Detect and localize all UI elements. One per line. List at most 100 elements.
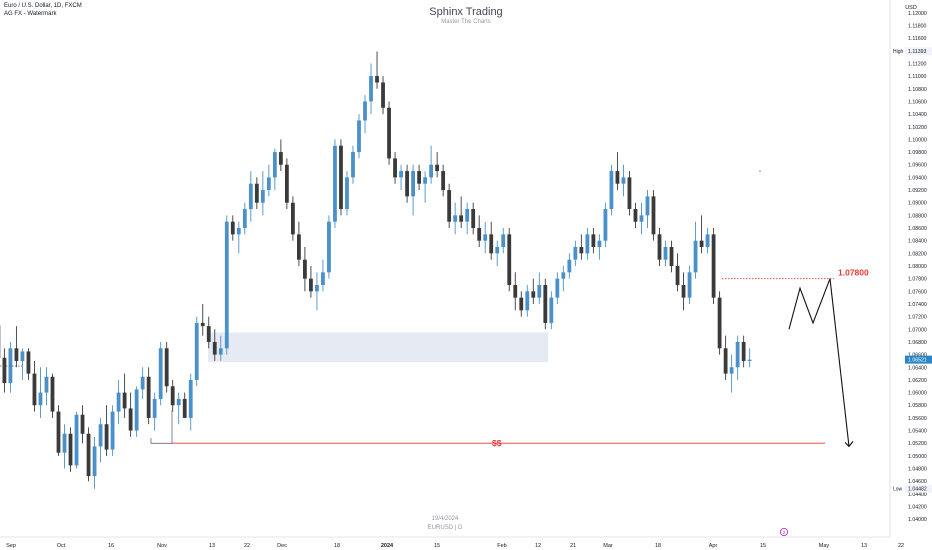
- candle: [573, 240, 578, 266]
- candle: [236, 221, 241, 254]
- candle: [633, 202, 638, 229]
- candle-body: [417, 171, 421, 184]
- candle-body: [645, 196, 650, 216]
- y-tick-label: 1.10800: [908, 87, 927, 93]
- candle-body: [104, 424, 109, 450]
- watermark-subtitle: Master The Charts: [441, 19, 491, 25]
- candle: [357, 114, 361, 159]
- candle: [435, 152, 440, 178]
- candle-body: [441, 171, 446, 191]
- candle: [98, 417, 103, 463]
- y-tick-label: 1.04600: [908, 479, 927, 485]
- candle: [266, 164, 271, 197]
- candle: [158, 341, 163, 406]
- candle-body: [423, 177, 428, 184]
- candle: [609, 164, 614, 216]
- candle: [44, 367, 49, 406]
- candle: [627, 171, 632, 216]
- y-tick-label: 1.11000: [908, 74, 926, 80]
- y-tick-label: 1.05200: [908, 441, 927, 447]
- projection-path: [788, 278, 850, 447]
- y-tick-label: 1.04200: [908, 505, 927, 511]
- y-tick-label: 1.10200: [908, 125, 927, 131]
- candle-body: [357, 120, 361, 153]
- candle: [525, 284, 530, 317]
- candle: [74, 411, 79, 469]
- candle: [50, 373, 55, 418]
- x-tick-label: Feb: [497, 543, 506, 549]
- candle: [585, 228, 590, 260]
- candle-body: [212, 341, 217, 355]
- candle: [248, 171, 253, 222]
- candle-body: [369, 76, 373, 102]
- x-tick-label: 15: [434, 543, 440, 549]
- candle-body: [429, 164, 434, 178]
- candle: [14, 326, 19, 368]
- candle-body: [735, 341, 740, 368]
- candle-body: [315, 284, 319, 292]
- candle: [741, 335, 746, 368]
- candle: [68, 427, 73, 472]
- candle: [176, 392, 181, 425]
- candle-body: [585, 234, 590, 254]
- candle-body: [297, 234, 301, 260]
- currency-label: USD: [905, 5, 917, 11]
- watermark-symbol: EURUSD | D: [427, 525, 463, 531]
- candle-body: [116, 392, 121, 412]
- x-tick-label: 18: [655, 543, 661, 549]
- y-tick-label: 1.05000: [908, 454, 927, 460]
- candle: [303, 247, 307, 292]
- candle-body: [260, 190, 265, 203]
- y-tick-label: 1.12000: [908, 11, 927, 17]
- candle-body: [459, 215, 464, 222]
- candle-body: [56, 411, 61, 453]
- candle-body: [615, 171, 620, 184]
- candle-body: [477, 228, 482, 241]
- candle-body: [393, 158, 397, 178]
- candle-body: [525, 291, 530, 311]
- event-marker-count: 2: [783, 530, 786, 535]
- candle-body: [50, 376, 55, 412]
- candle-body: [399, 171, 403, 178]
- candle: [272, 148, 277, 191]
- candle-body: [128, 408, 133, 431]
- candle: [122, 373, 127, 418]
- candle: [182, 392, 187, 418]
- x-tick-label: 12: [535, 543, 541, 549]
- candle-body: [110, 411, 115, 450]
- candle-body: [122, 392, 127, 409]
- candle: [495, 240, 500, 266]
- y-tick-label: 1.07600: [908, 289, 927, 295]
- x-tick-label: 13: [209, 543, 215, 549]
- y-tick-label: 1.09200: [908, 188, 927, 194]
- candle: [260, 171, 265, 216]
- candle-body: [20, 351, 25, 361]
- candle-body: [513, 284, 518, 298]
- candle-body: [483, 234, 488, 241]
- high-badge: [905, 47, 932, 56]
- candle-body: [591, 234, 596, 248]
- candle: [164, 341, 169, 393]
- candle: [62, 424, 67, 469]
- candle: [128, 392, 133, 437]
- candle: [381, 76, 385, 115]
- candle: [194, 316, 199, 387]
- candle-body: [284, 164, 289, 203]
- candle: [705, 228, 710, 254]
- y-tick-label: 1.04400: [908, 492, 927, 498]
- y-tick-label: 1.11600: [908, 36, 926, 42]
- high-marker-value: 1.11393: [908, 49, 926, 55]
- candle-body: [230, 221, 235, 235]
- candle-body: [339, 145, 343, 210]
- projection-arrowhead: [844, 441, 854, 448]
- candle: [543, 278, 548, 330]
- candle-body: [405, 171, 409, 197]
- candle-body: [248, 183, 253, 210]
- x-tick-label: Apr: [709, 543, 718, 549]
- candle: [651, 190, 656, 241]
- candle: [717, 291, 722, 355]
- candle-body: [14, 348, 19, 361]
- candle-body: [687, 272, 692, 298]
- candle-body: [555, 278, 560, 298]
- candle: [423, 171, 428, 203]
